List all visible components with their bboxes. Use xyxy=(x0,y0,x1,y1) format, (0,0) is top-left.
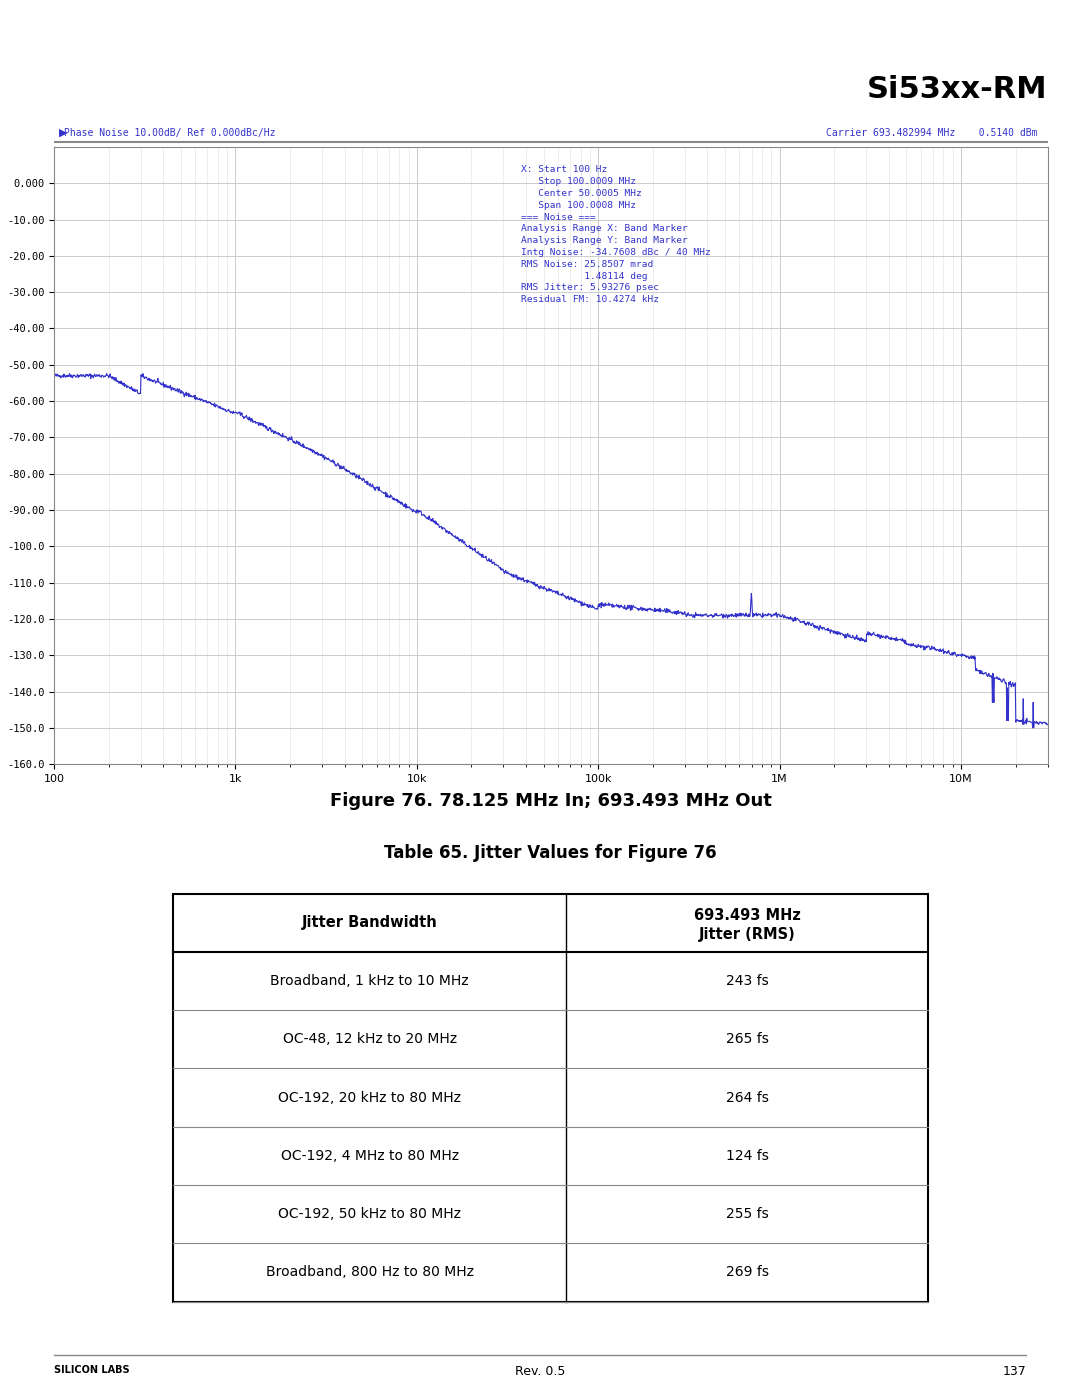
Text: 137: 137 xyxy=(1002,1365,1026,1377)
Text: OC-48, 12 kHz to 20 MHz: OC-48, 12 kHz to 20 MHz xyxy=(283,1032,457,1046)
Text: 265 fs: 265 fs xyxy=(726,1032,769,1046)
Text: Broadband, 1 kHz to 10 MHz: Broadband, 1 kHz to 10 MHz xyxy=(270,974,469,988)
Text: 693.493 MHz: 693.493 MHz xyxy=(693,908,800,923)
Text: 269 fs: 269 fs xyxy=(726,1266,769,1280)
Text: OC-192, 50 kHz to 80 MHz: OC-192, 50 kHz to 80 MHz xyxy=(278,1207,461,1221)
Text: 255 fs: 255 fs xyxy=(726,1207,769,1221)
Text: Si53xx-RM: Si53xx-RM xyxy=(867,74,1048,103)
Text: Carrier 693.482994 MHz    0.5140 dBm: Carrier 693.482994 MHz 0.5140 dBm xyxy=(826,127,1038,138)
Text: OC-192, 20 kHz to 80 MHz: OC-192, 20 kHz to 80 MHz xyxy=(278,1091,461,1105)
Text: Rev. 0.5: Rev. 0.5 xyxy=(515,1365,565,1377)
Text: Jitter (RMS): Jitter (RMS) xyxy=(699,928,796,943)
Text: X: Start 100 Hz
   Stop 100.0009 MHz
   Center 50.0005 MHz
   Span 100.0008 MHz
: X: Start 100 Hz Stop 100.0009 MHz Center… xyxy=(521,165,711,305)
Text: Phase Noise 10.00dB/ Ref 0.000dBc/Hz: Phase Noise 10.00dB/ Ref 0.000dBc/Hz xyxy=(64,127,275,138)
Text: Figure 76. 78.125 MHz In; 693.493 MHz Out: Figure 76. 78.125 MHz In; 693.493 MHz Ou… xyxy=(329,792,772,810)
Text: SILICON LABS: SILICON LABS xyxy=(54,1365,130,1375)
Text: 243 fs: 243 fs xyxy=(726,974,769,988)
Text: Broadband, 800 Hz to 80 MHz: Broadband, 800 Hz to 80 MHz xyxy=(266,1266,473,1280)
Text: 264 fs: 264 fs xyxy=(726,1091,769,1105)
Text: ▶: ▶ xyxy=(59,127,67,138)
Text: 124 fs: 124 fs xyxy=(726,1148,769,1162)
Text: Jitter Bandwidth: Jitter Bandwidth xyxy=(301,915,437,930)
Text: Table 65. Jitter Values for Figure 76: Table 65. Jitter Values for Figure 76 xyxy=(384,844,717,862)
Text: OC-192, 4 MHz to 80 MHz: OC-192, 4 MHz to 80 MHz xyxy=(281,1148,459,1162)
